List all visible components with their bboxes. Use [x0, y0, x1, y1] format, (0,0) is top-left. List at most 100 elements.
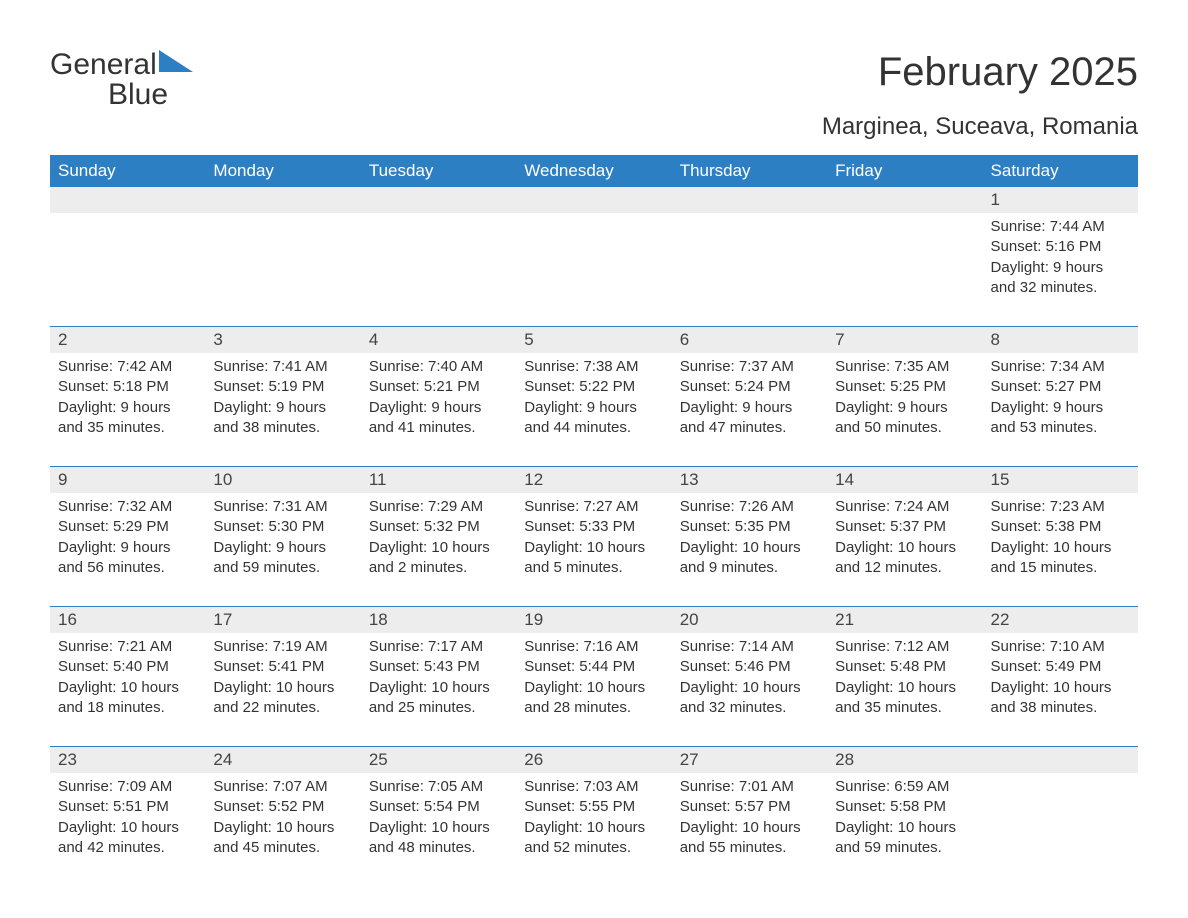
day-number-cell: 4 — [361, 327, 516, 353]
day-number-cell — [672, 187, 827, 213]
sunrise-text: Sunrise: 7:37 AM — [680, 357, 819, 377]
daylight-text: Daylight: 9 hours and 35 minutes. — [58, 398, 197, 439]
sunrise-text: Sunrise: 7:31 AM — [213, 497, 352, 517]
day-detail-cell: Sunrise: 7:32 AMSunset: 5:29 PMDaylight:… — [50, 493, 205, 607]
day-detail-cell: Sunrise: 7:09 AMSunset: 5:51 PMDaylight:… — [50, 773, 205, 866]
sunrise-text: Sunrise: 7:01 AM — [680, 777, 819, 797]
sunset-text: Sunset: 5:27 PM — [991, 377, 1130, 397]
sunset-text: Sunset: 5:29 PM — [58, 517, 197, 537]
sunset-text: Sunset: 5:41 PM — [213, 657, 352, 677]
daylight-text: Daylight: 10 hours and 15 minutes. — [991, 538, 1130, 579]
day-detail-cell — [205, 213, 360, 327]
sunrise-text: Sunrise: 7:21 AM — [58, 637, 197, 657]
sunset-text: Sunset: 5:54 PM — [369, 797, 508, 817]
detail-row: Sunrise: 7:42 AMSunset: 5:18 PMDaylight:… — [50, 353, 1138, 467]
sunrise-text: Sunrise: 7:29 AM — [369, 497, 508, 517]
daylight-text: Daylight: 9 hours and 50 minutes. — [835, 398, 974, 439]
daynum-row: 2345678 — [50, 327, 1138, 353]
day-detail-cell: Sunrise: 7:16 AMSunset: 5:44 PMDaylight:… — [516, 633, 671, 747]
sunrise-text: Sunrise: 7:03 AM — [524, 777, 663, 797]
sunset-text: Sunset: 5:22 PM — [524, 377, 663, 397]
daylight-text: Daylight: 10 hours and 28 minutes. — [524, 678, 663, 719]
daylight-text: Daylight: 10 hours and 38 minutes. — [991, 678, 1130, 719]
daynum-row: 16171819202122 — [50, 607, 1138, 633]
calendar-table: Sunday Monday Tuesday Wednesday Thursday… — [50, 155, 1138, 866]
sunset-text: Sunset: 5:44 PM — [524, 657, 663, 677]
day-detail-cell: Sunrise: 7:14 AMSunset: 5:46 PMDaylight:… — [672, 633, 827, 747]
day-detail-cell: Sunrise: 7:19 AMSunset: 5:41 PMDaylight:… — [205, 633, 360, 747]
day-header: Saturday — [983, 155, 1138, 187]
day-detail-cell: Sunrise: 7:41 AMSunset: 5:19 PMDaylight:… — [205, 353, 360, 467]
day-detail-cell — [983, 773, 1138, 866]
sunset-text: Sunset: 5:40 PM — [58, 657, 197, 677]
daylight-text: Daylight: 9 hours and 59 minutes. — [213, 538, 352, 579]
sunset-text: Sunset: 5:51 PM — [58, 797, 197, 817]
day-detail-cell — [361, 213, 516, 327]
sunset-text: Sunset: 5:32 PM — [369, 517, 508, 537]
sunrise-text: Sunrise: 7:24 AM — [835, 497, 974, 517]
logo-text: General Blue — [50, 50, 193, 110]
day-number-cell: 14 — [827, 467, 982, 493]
sunrise-text: Sunrise: 7:35 AM — [835, 357, 974, 377]
daylight-text: Daylight: 10 hours and 12 minutes. — [835, 538, 974, 579]
day-number-cell: 10 — [205, 467, 360, 493]
day-number-cell: 27 — [672, 747, 827, 773]
sunrise-text: Sunrise: 7:12 AM — [835, 637, 974, 657]
daynum-row: 232425262728 — [50, 747, 1138, 773]
sunset-text: Sunset: 5:46 PM — [680, 657, 819, 677]
day-number-cell: 11 — [361, 467, 516, 493]
sunset-text: Sunset: 5:24 PM — [680, 377, 819, 397]
sunrise-text: Sunrise: 7:05 AM — [369, 777, 508, 797]
day-header: Monday — [205, 155, 360, 187]
day-number-cell: 17 — [205, 607, 360, 633]
day-header-row: Sunday Monday Tuesday Wednesday Thursday… — [50, 155, 1138, 187]
sunrise-text: Sunrise: 7:19 AM — [213, 637, 352, 657]
sunset-text: Sunset: 5:57 PM — [680, 797, 819, 817]
sunrise-text: Sunrise: 7:14 AM — [680, 637, 819, 657]
daylight-text: Daylight: 10 hours and 25 minutes. — [369, 678, 508, 719]
day-detail-cell: Sunrise: 7:40 AMSunset: 5:21 PMDaylight:… — [361, 353, 516, 467]
daylight-text: Daylight: 10 hours and 59 minutes. — [835, 818, 974, 859]
daylight-text: Daylight: 9 hours and 41 minutes. — [369, 398, 508, 439]
daylight-text: Daylight: 9 hours and 44 minutes. — [524, 398, 663, 439]
day-number-cell: 1 — [983, 187, 1138, 213]
sunrise-text: Sunrise: 7:07 AM — [213, 777, 352, 797]
day-detail-cell: Sunrise: 7:03 AMSunset: 5:55 PMDaylight:… — [516, 773, 671, 866]
day-detail-cell: Sunrise: 7:23 AMSunset: 5:38 PMDaylight:… — [983, 493, 1138, 607]
day-number-cell: 22 — [983, 607, 1138, 633]
day-detail-cell: Sunrise: 7:10 AMSunset: 5:49 PMDaylight:… — [983, 633, 1138, 747]
day-header: Wednesday — [516, 155, 671, 187]
daylight-text: Daylight: 10 hours and 35 minutes. — [835, 678, 974, 719]
sunset-text: Sunset: 5:25 PM — [835, 377, 974, 397]
day-number-cell: 26 — [516, 747, 671, 773]
daylight-text: Daylight: 10 hours and 52 minutes. — [524, 818, 663, 859]
daylight-text: Daylight: 10 hours and 55 minutes. — [680, 818, 819, 859]
day-detail-cell: Sunrise: 7:44 AMSunset: 5:16 PMDaylight:… — [983, 213, 1138, 327]
day-detail-cell — [50, 213, 205, 327]
sunset-text: Sunset: 5:19 PM — [213, 377, 352, 397]
daylight-text: Daylight: 10 hours and 22 minutes. — [213, 678, 352, 719]
day-number-cell: 6 — [672, 327, 827, 353]
day-header: Thursday — [672, 155, 827, 187]
day-detail-cell: Sunrise: 7:21 AMSunset: 5:40 PMDaylight:… — [50, 633, 205, 747]
sunrise-text: Sunrise: 7:34 AM — [991, 357, 1130, 377]
day-detail-cell: Sunrise: 7:12 AMSunset: 5:48 PMDaylight:… — [827, 633, 982, 747]
daylight-text: Daylight: 10 hours and 42 minutes. — [58, 818, 197, 859]
day-detail-cell: Sunrise: 7:42 AMSunset: 5:18 PMDaylight:… — [50, 353, 205, 467]
sunset-text: Sunset: 5:48 PM — [835, 657, 974, 677]
sunset-text: Sunset: 5:35 PM — [680, 517, 819, 537]
sunset-text: Sunset: 5:55 PM — [524, 797, 663, 817]
day-detail-cell: Sunrise: 7:27 AMSunset: 5:33 PMDaylight:… — [516, 493, 671, 607]
day-number-cell — [205, 187, 360, 213]
sunrise-text: Sunrise: 7:41 AM — [213, 357, 352, 377]
sunset-text: Sunset: 5:58 PM — [835, 797, 974, 817]
detail-row: Sunrise: 7:44 AMSunset: 5:16 PMDaylight:… — [50, 213, 1138, 327]
daylight-text: Daylight: 10 hours and 32 minutes. — [680, 678, 819, 719]
day-number-cell: 19 — [516, 607, 671, 633]
day-number-cell: 7 — [827, 327, 982, 353]
daynum-row: 1 — [50, 187, 1138, 213]
daylight-text: Daylight: 10 hours and 9 minutes. — [680, 538, 819, 579]
sunrise-text: Sunrise: 7:40 AM — [369, 357, 508, 377]
detail-row: Sunrise: 7:21 AMSunset: 5:40 PM Daylight:… — [50, 633, 1138, 747]
sunrise-text: Sunrise: 7:27 AM — [524, 497, 663, 517]
